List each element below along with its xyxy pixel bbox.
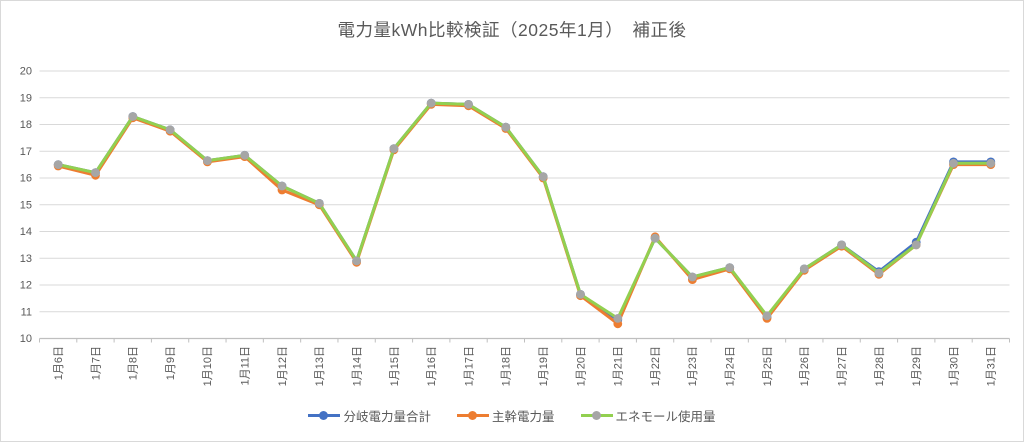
svg-text:1月18日: 1月18日 bbox=[501, 346, 513, 386]
series-line-0 bbox=[56, 101, 993, 322]
legend-item-bunki-total[interactable]: 分岐電力量合計 bbox=[308, 406, 431, 425]
legend-marker-enemall-icon bbox=[580, 411, 613, 421]
svg-text:18: 18 bbox=[20, 119, 32, 131]
svg-text:1月8日: 1月8日 bbox=[128, 346, 140, 380]
svg-text:1月11日: 1月11日 bbox=[240, 346, 252, 386]
svg-text:1月30日: 1月30日 bbox=[948, 346, 960, 386]
chart-title: 電力量kWh比較検証（2025年1月） 補正後 bbox=[337, 20, 687, 40]
series-line-2 bbox=[56, 101, 993, 320]
svg-text:14: 14 bbox=[20, 226, 32, 238]
y-axis-labels: 10 11 12 13 14 15 16 17 18 19 20 bbox=[20, 66, 32, 346]
chart-legend: 分岐電力量合計 主幹電力量 エネモール使用量 bbox=[1, 406, 1023, 425]
svg-text:1月25日: 1月25日 bbox=[762, 346, 774, 386]
svg-text:1月22日: 1月22日 bbox=[650, 346, 662, 386]
svg-text:13: 13 bbox=[20, 253, 32, 265]
series-markers-2 bbox=[53, 98, 996, 323]
gridlines bbox=[39, 70, 1010, 313]
svg-text:20: 20 bbox=[20, 66, 32, 78]
svg-text:1月29日: 1月29日 bbox=[911, 346, 923, 386]
svg-text:15: 15 bbox=[20, 199, 32, 211]
legend-label-enemall: エネモール使用量 bbox=[615, 410, 716, 424]
svg-text:1月15日: 1月15日 bbox=[389, 346, 401, 386]
series-markers-0 bbox=[53, 98, 996, 325]
svg-text:1月10日: 1月10日 bbox=[202, 346, 214, 386]
x-axis bbox=[39, 337, 1010, 343]
x-axis-labels: 1月6日 1月7日 1月8日 1月9日 1月10日 1月11日 1月12日 1月13日 1月14… bbox=[53, 346, 998, 386]
svg-text:1月27日: 1月27日 bbox=[836, 346, 848, 386]
svg-text:1月16日: 1月16日 bbox=[426, 346, 438, 386]
svg-text:1月21日: 1月21日 bbox=[613, 346, 625, 386]
svg-text:1月7日: 1月7日 bbox=[90, 346, 102, 380]
svg-text:1月26日: 1月26日 bbox=[799, 346, 811, 386]
legend-marker-shukan-icon bbox=[456, 411, 489, 421]
svg-text:1月31日: 1月31日 bbox=[986, 346, 998, 386]
svg-text:17: 17 bbox=[20, 146, 32, 158]
legend-label-bunki-total: 分岐電力量合計 bbox=[343, 410, 431, 424]
legend-label-shukan: 主幹電力量 bbox=[491, 410, 555, 424]
legend-item-enemall[interactable]: エネモール使用量 bbox=[580, 406, 716, 425]
svg-text:16: 16 bbox=[20, 173, 32, 185]
series-1 bbox=[53, 100, 996, 329]
svg-text:1月6日: 1月6日 bbox=[53, 346, 65, 380]
svg-text:1月24日: 1月24日 bbox=[725, 346, 737, 386]
svg-text:1月20日: 1月20日 bbox=[575, 346, 587, 386]
series-0 bbox=[53, 98, 996, 325]
legend-item-shukan[interactable]: 主幹電力量 bbox=[456, 406, 555, 425]
svg-text:1月17日: 1月17日 bbox=[463, 346, 475, 386]
svg-text:1月12日: 1月12日 bbox=[277, 346, 289, 386]
svg-text:1月23日: 1月23日 bbox=[687, 346, 699, 386]
svg-text:10: 10 bbox=[20, 333, 32, 345]
svg-text:1月13日: 1月13日 bbox=[314, 346, 326, 386]
series-2 bbox=[53, 98, 996, 323]
series-line-1 bbox=[56, 102, 993, 326]
legend-marker-bunki-total-icon bbox=[308, 411, 341, 421]
series-markers-1 bbox=[53, 100, 996, 329]
svg-text:1月14日: 1月14日 bbox=[351, 346, 363, 386]
svg-text:19: 19 bbox=[20, 92, 32, 104]
svg-text:1月28日: 1月28日 bbox=[874, 346, 886, 386]
svg-text:12: 12 bbox=[20, 280, 32, 292]
svg-text:1月19日: 1月19日 bbox=[538, 346, 550, 386]
svg-text:1月9日: 1月9日 bbox=[165, 346, 177, 380]
svg-text:11: 11 bbox=[21, 306, 32, 318]
